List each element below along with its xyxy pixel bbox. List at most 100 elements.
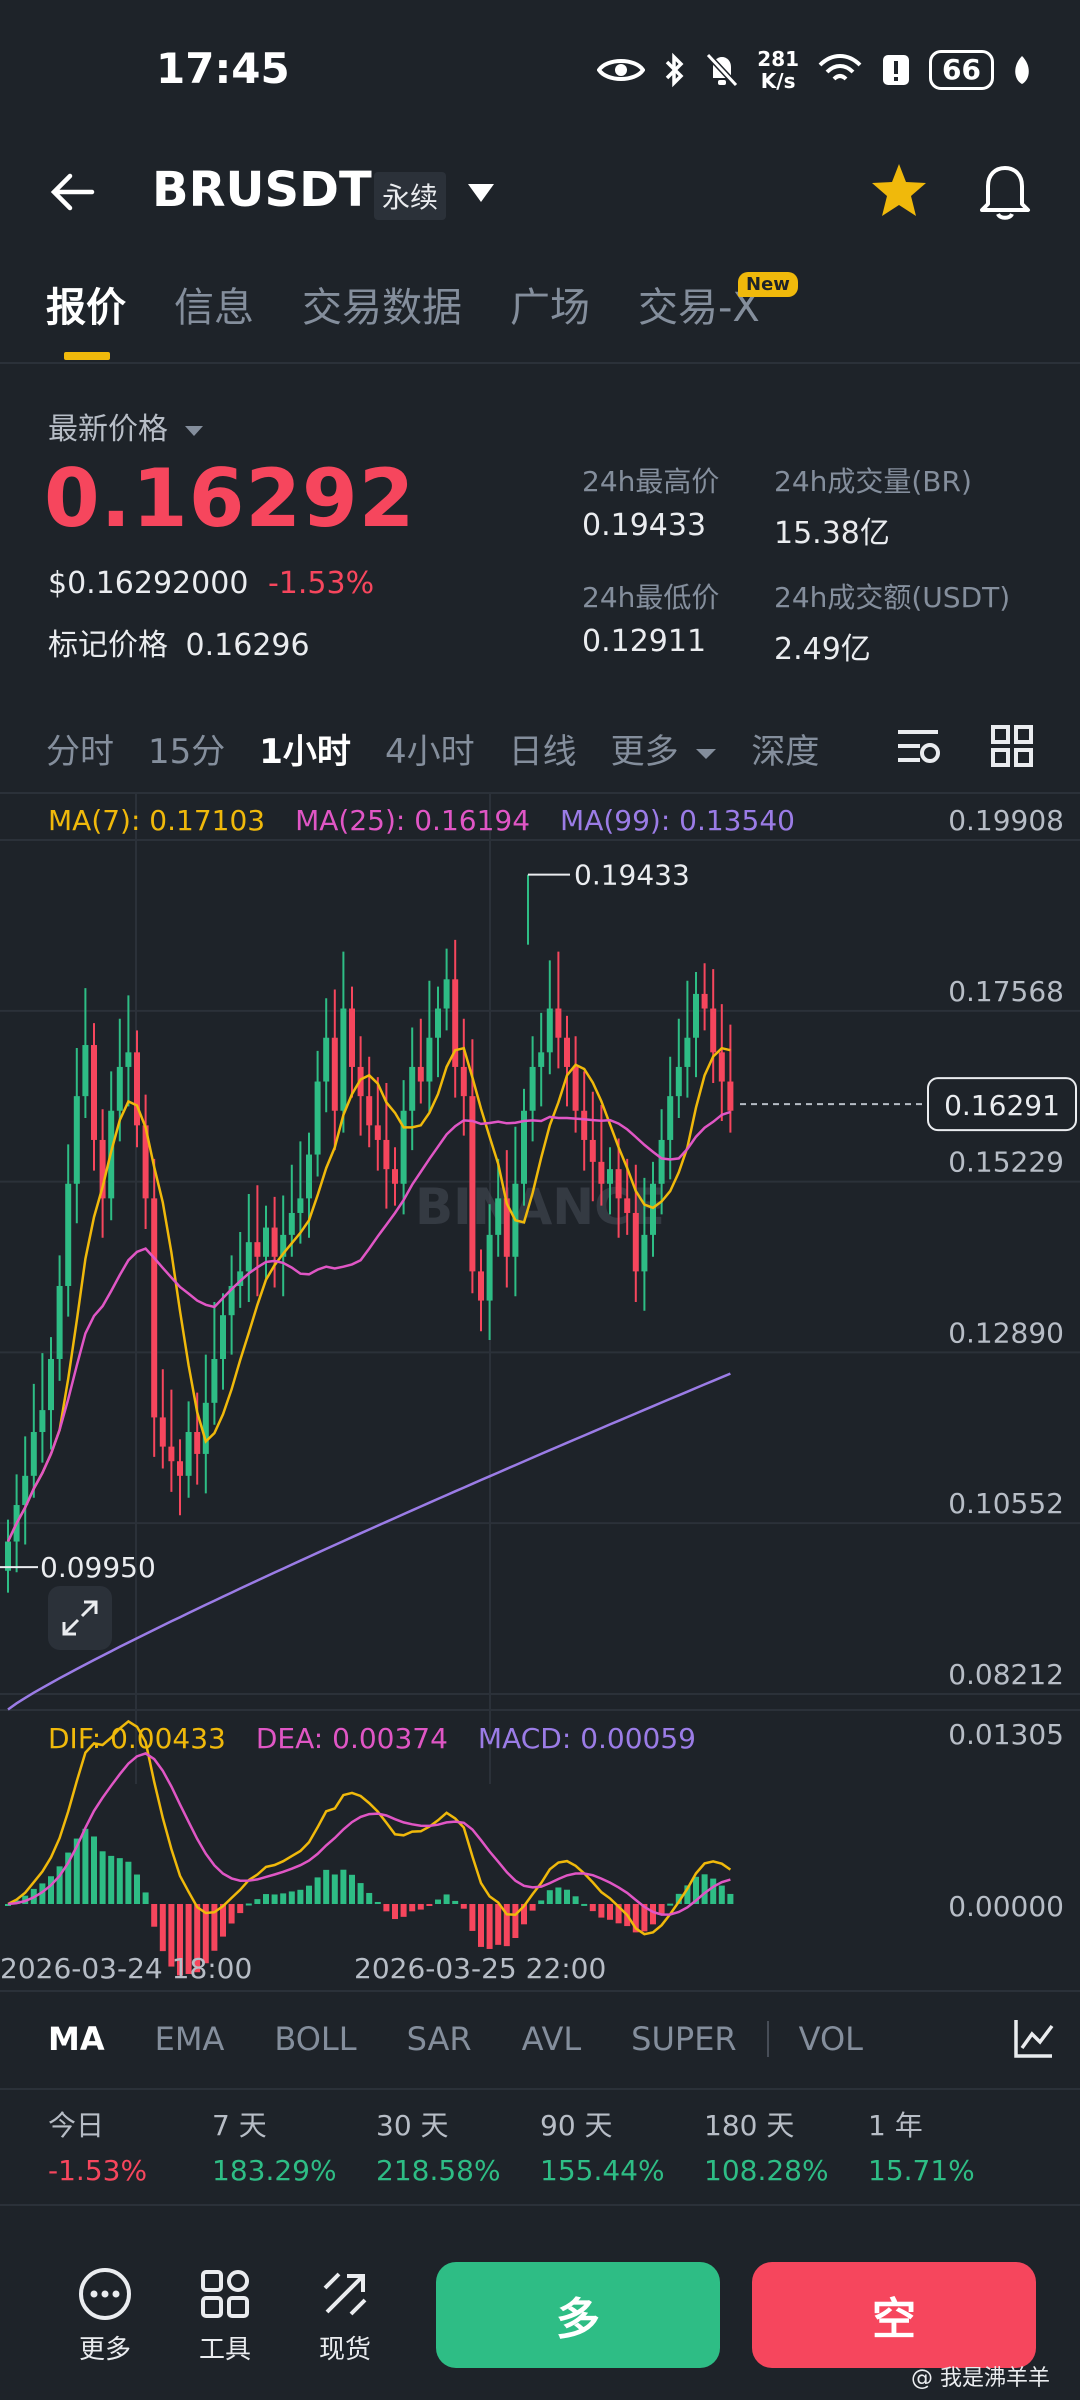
candle-body bbox=[82, 1045, 89, 1097]
macd-histogram-bar bbox=[478, 1904, 484, 1947]
interval-1d[interactable]: 日线 bbox=[508, 732, 577, 772]
indicator-vol[interactable]: VOL bbox=[798, 2020, 863, 2058]
macd-histogram-bar bbox=[607, 1904, 613, 1920]
macd-histogram-bar bbox=[460, 1904, 467, 1909]
macd-histogram-bar bbox=[263, 1894, 269, 1904]
tab-square[interactable]: 广场 bbox=[510, 285, 590, 331]
candle-body bbox=[211, 1359, 218, 1403]
spot-button[interactable]: 现货 bbox=[310, 2266, 380, 2366]
swap-arrow-icon bbox=[323, 2272, 367, 2316]
time-axis-label: 2026-03-25 22:00 bbox=[354, 1952, 606, 1985]
macd-histogram-bar bbox=[632, 1904, 639, 1933]
network-speed: 281 K/s bbox=[757, 47, 800, 93]
candle-body bbox=[237, 1271, 244, 1286]
interval-4h[interactable]: 4小时 bbox=[384, 732, 475, 772]
dif-line bbox=[7, 1719, 732, 1936]
volume-label: 24h成交量(BR) bbox=[774, 465, 972, 498]
low-marker-label: 0.09950 bbox=[40, 1551, 156, 1584]
new-badge: New bbox=[738, 272, 798, 297]
macd-histogram-bar bbox=[521, 1904, 527, 1925]
price-chart[interactable]: BINANCE 0.19908 0.17568 0.15229 0.12890 0.10… bbox=[0, 794, 1080, 1990]
candle-body bbox=[5, 1541, 11, 1571]
latest-price-label[interactable]: 最新价格 bbox=[48, 404, 204, 448]
interval-depth[interactable]: 深度 bbox=[751, 732, 820, 772]
macd-histogram-bar bbox=[675, 1893, 682, 1904]
indicator-sar[interactable]: SAR bbox=[406, 2020, 472, 2058]
macd-histogram-bar bbox=[503, 1904, 510, 1947]
indicator-chart-icon[interactable] bbox=[1012, 2016, 1056, 2060]
long-button[interactable]: 多 bbox=[436, 2262, 720, 2368]
favorite-star-icon[interactable] bbox=[870, 162, 928, 218]
macd-histogram-bar bbox=[581, 1903, 588, 1906]
candle-body bbox=[615, 1169, 622, 1199]
candle-body bbox=[30, 1432, 37, 1476]
perf-divider bbox=[0, 2088, 1080, 2090]
price-tick-label: 0.17568 bbox=[948, 975, 1064, 1008]
indicator-ma[interactable]: MA bbox=[48, 2020, 105, 2058]
indicator-avl[interactable]: AVL bbox=[521, 2020, 582, 2058]
price-tick-label: 0.08212 bbox=[948, 1658, 1064, 1691]
interval-15m[interactable]: 15分 bbox=[148, 732, 226, 772]
expand-chart-button[interactable] bbox=[48, 1586, 112, 1650]
perf-180d: 180 天 108.28% bbox=[704, 2109, 829, 2187]
perf-30d: 30 天 218.58% bbox=[376, 2109, 501, 2187]
macd-histogram-bar bbox=[73, 1838, 80, 1904]
candle-body bbox=[314, 1081, 321, 1155]
candle-body bbox=[323, 1037, 330, 1082]
symbol-title[interactable]: BRUSDT bbox=[152, 162, 372, 218]
candle-body bbox=[245, 1242, 252, 1272]
back-arrow-icon[interactable] bbox=[46, 162, 106, 222]
macd-histogram-bar bbox=[701, 1874, 708, 1904]
candle-body bbox=[701, 993, 708, 1009]
candle-body bbox=[185, 1432, 192, 1476]
caret-down-icon[interactable] bbox=[466, 182, 496, 204]
candle-body bbox=[426, 1037, 433, 1082]
more-button[interactable]: 更多 bbox=[70, 2266, 140, 2366]
interval-1h[interactable]: 1小时 bbox=[259, 732, 351, 772]
tools-grid-icon bbox=[201, 2270, 249, 2318]
indicator-divider bbox=[0, 1990, 1080, 1992]
battery-indicator: 66 bbox=[929, 50, 994, 90]
bell-icon[interactable] bbox=[976, 160, 1034, 222]
candle-body bbox=[366, 1096, 373, 1126]
tools-button[interactable]: 工具 bbox=[190, 2266, 260, 2366]
candle-body bbox=[452, 979, 459, 1067]
macd-legend: DIF: 0.00433 DEA: 0.00374 MACD: 0.00059 bbox=[48, 1722, 696, 1755]
macd-histogram-bar bbox=[185, 1904, 192, 1974]
candle-body bbox=[22, 1475, 29, 1506]
candle-body bbox=[693, 993, 699, 1038]
short-button[interactable]: 空 bbox=[752, 2262, 1036, 2368]
tab-info[interactable]: 信息 bbox=[174, 285, 254, 331]
current-price-label: 0.16291 bbox=[944, 1089, 1060, 1122]
candle-body bbox=[589, 1139, 596, 1162]
macd-histogram-bar bbox=[538, 1900, 545, 1904]
interval-bar: 分时 15分 1小时 4小时 日线 更多 深度 bbox=[46, 724, 819, 773]
macd-histogram-bar bbox=[159, 1904, 166, 1952]
indicator-super[interactable]: SUPER bbox=[631, 2020, 737, 2058]
tab-quote[interactable]: 报价 bbox=[46, 285, 126, 331]
interval-more[interactable]: 更多 bbox=[611, 724, 718, 773]
indicator-boll[interactable]: BOLL bbox=[274, 2020, 357, 2058]
candle-body bbox=[417, 1066, 424, 1082]
candle-body bbox=[409, 1066, 416, 1111]
ma99-line bbox=[7, 1372, 731, 1711]
leaf-icon bbox=[1015, 56, 1029, 84]
tab-trading-data[interactable]: 交易数据 bbox=[302, 285, 462, 331]
indicator-ema[interactable]: EMA bbox=[154, 2020, 225, 2058]
chart-settings-icon[interactable] bbox=[894, 724, 942, 768]
ma25-label: MA(25): 0.16194 bbox=[295, 804, 531, 837]
caret-down-icon bbox=[184, 425, 203, 436]
candle-body bbox=[73, 1096, 80, 1184]
tabs-divider bbox=[0, 362, 1080, 364]
more-dots-icon bbox=[79, 2268, 131, 2320]
candle-body bbox=[658, 1139, 665, 1184]
ma7-label: MA(7): 0.17103 bbox=[48, 804, 266, 837]
caret-down-icon bbox=[696, 748, 717, 759]
macd-histogram-bar bbox=[486, 1904, 493, 1949]
candle-body bbox=[684, 1037, 691, 1067]
interval-timeshare[interactable]: 分时 bbox=[46, 732, 114, 772]
macd-tick-label: 0.00000 bbox=[948, 1890, 1064, 1923]
credit-watermark: @ 我是沸羊羊 bbox=[911, 2366, 1050, 2391]
low-label: 24h最低价 bbox=[582, 581, 720, 614]
layout-grid-icon[interactable] bbox=[990, 724, 1034, 768]
